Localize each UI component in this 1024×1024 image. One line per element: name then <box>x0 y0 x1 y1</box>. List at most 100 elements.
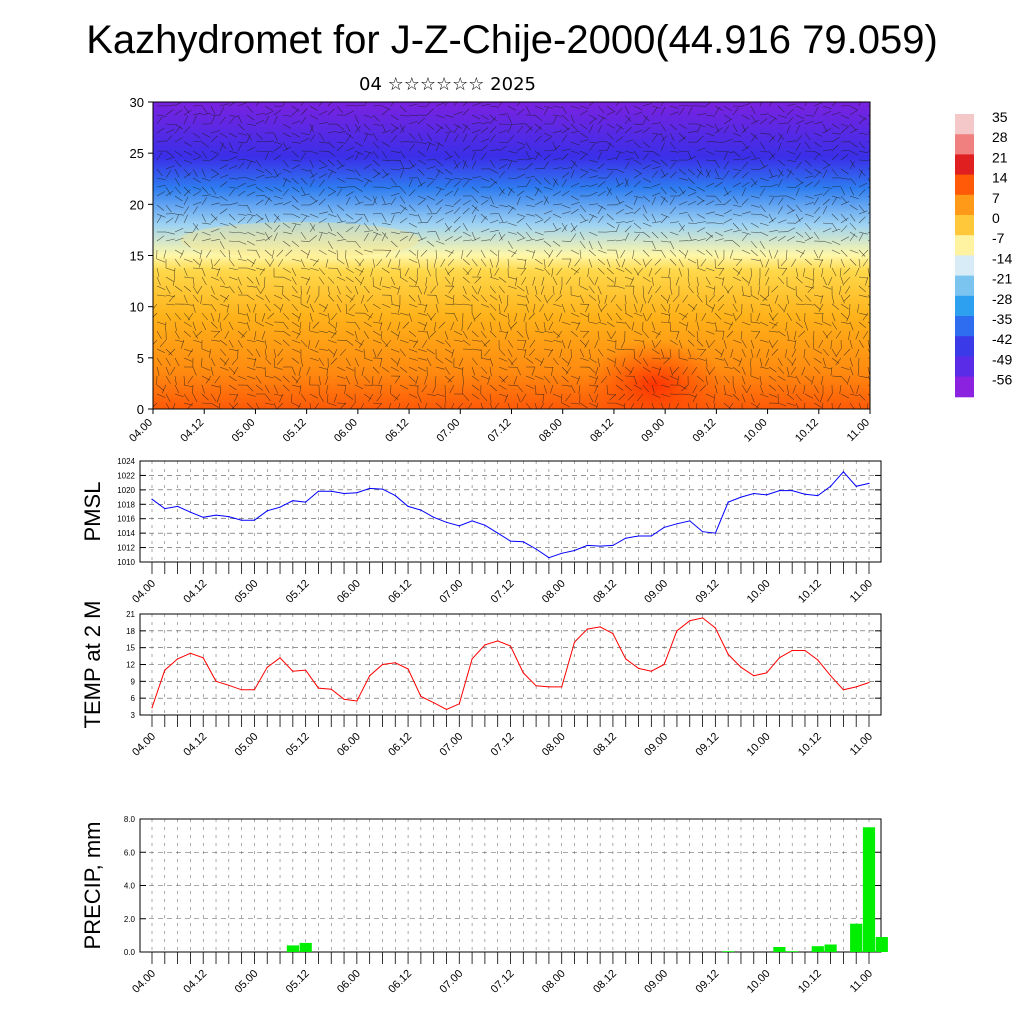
wind-barb <box>867 285 870 288</box>
wind-barb <box>633 357 642 364</box>
wind-barb <box>849 339 853 349</box>
wind-barb <box>327 191 336 197</box>
wind-barb <box>291 348 301 353</box>
wind-barb <box>705 375 708 385</box>
wind-barb <box>831 375 842 377</box>
wind-barb <box>524 348 527 358</box>
wind-barb <box>858 285 866 293</box>
wind-barb <box>246 339 256 343</box>
wind-barb <box>821 402 824 409</box>
wind-barb <box>228 267 238 271</box>
wind-barb <box>318 330 328 334</box>
x-tick-label: 10.00 <box>745 968 773 996</box>
wind-barb <box>732 229 742 233</box>
wind-barb <box>588 203 598 206</box>
wind-barb <box>255 119 265 125</box>
wind-barb <box>642 195 651 202</box>
wind-barb <box>282 339 290 347</box>
wind-barb <box>735 258 743 266</box>
wind-barb <box>398 258 401 268</box>
wind-barb <box>282 330 291 337</box>
wind-barb <box>588 240 593 250</box>
wind-barb <box>246 402 254 409</box>
wind-barb <box>786 294 790 304</box>
wind-barb <box>588 143 595 152</box>
wind-barb <box>795 119 805 125</box>
wind-barb <box>804 276 814 281</box>
wind-barb <box>750 339 755 349</box>
wind-barb <box>435 169 441 179</box>
wind-barb <box>507 285 517 290</box>
wind-barb <box>309 213 319 218</box>
wind-barb <box>822 348 830 356</box>
wind-barb <box>498 330 508 334</box>
wind-barb <box>822 128 831 134</box>
wind-barb <box>552 130 562 134</box>
wind-barb <box>314 402 320 409</box>
wind-barb <box>705 168 711 178</box>
wind-barb <box>813 216 821 224</box>
wind-barb <box>165 285 171 295</box>
wind-barb <box>660 159 668 167</box>
wind-barb <box>669 375 679 381</box>
wind-barb <box>669 366 673 376</box>
data-point <box>637 535 640 537</box>
wind-barb <box>561 190 570 197</box>
wind-barb <box>822 330 829 339</box>
wind-barb <box>660 216 668 224</box>
wind-barb <box>201 312 208 321</box>
y-tick-label: 1010 <box>117 558 135 567</box>
wind-barb <box>327 222 333 232</box>
wind-barb <box>165 267 175 272</box>
wind-barb <box>759 294 768 301</box>
wind-barb <box>354 348 364 353</box>
wind-barb <box>363 222 370 231</box>
wind-barb <box>855 330 860 340</box>
wind-barb <box>534 231 544 236</box>
wind-barb <box>714 231 724 237</box>
wind-barb <box>647 312 653 321</box>
wind-barb <box>624 225 632 233</box>
wind-barb <box>165 357 171 366</box>
wind-barb <box>561 204 571 209</box>
wind-barb <box>372 258 375 268</box>
wind-barb <box>381 105 391 110</box>
wind-barb <box>291 294 301 299</box>
wind-barb <box>696 258 699 268</box>
wind-barb <box>548 348 554 357</box>
wind-barb <box>367 393 374 402</box>
wind-barb <box>219 195 228 202</box>
wind-barb <box>660 321 671 323</box>
wind-barb <box>624 161 630 170</box>
wind-barb <box>732 158 742 161</box>
wind-barb <box>804 159 812 167</box>
wind-barb <box>696 170 703 179</box>
wind-barb <box>534 402 538 409</box>
wind-barb <box>840 249 848 257</box>
wind-barb <box>777 393 779 404</box>
wind-barb <box>507 150 517 154</box>
wind-barb <box>291 120 301 125</box>
wind-barb <box>417 159 427 165</box>
wind-barb <box>570 123 578 131</box>
wind-barb <box>570 312 580 318</box>
wind-barb <box>282 188 289 197</box>
wind-barb <box>327 102 333 107</box>
wind-barb <box>327 339 337 344</box>
wind-barb <box>597 348 604 357</box>
wind-barb <box>408 120 418 125</box>
wind-barb <box>867 239 870 242</box>
wind-barb <box>201 238 211 242</box>
wind-barb <box>435 142 440 152</box>
wind-barb <box>561 357 570 365</box>
wind-barb <box>477 285 482 295</box>
wind-barb <box>345 134 352 143</box>
wind-barb <box>795 177 804 184</box>
wind-barb <box>636 267 644 275</box>
wind-barb <box>276 249 284 257</box>
wind-barb <box>462 375 464 386</box>
wind-barb <box>489 330 497 338</box>
wind-barb <box>183 375 185 386</box>
wind-barb <box>866 402 869 409</box>
wind-barb <box>163 249 167 259</box>
